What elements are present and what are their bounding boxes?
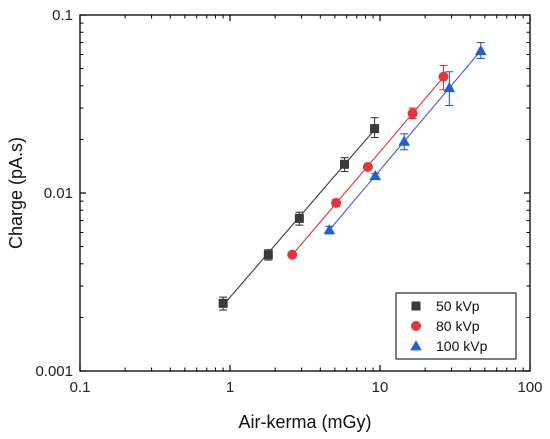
data-point-100-kvp — [323, 224, 336, 235]
data-point-100-kvp — [369, 169, 382, 181]
y-tick-label: 0.01 — [44, 185, 73, 202]
data-point-80-kvp — [438, 71, 449, 82]
legend-marker-100-kvp — [410, 340, 422, 351]
data-point-80-kvp — [362, 161, 373, 172]
data-point-50-kvp — [263, 250, 273, 260]
y-tick-label: 0.001 — [35, 363, 73, 380]
x-tick-label: 100 — [517, 379, 542, 396]
data-point-50-kvp — [218, 298, 228, 308]
x-tick-label: 0.1 — [70, 379, 91, 396]
data-point-100-kvp — [475, 44, 487, 56]
data-point-80-kvp — [287, 249, 298, 260]
x-axis-title: Air-kerma (mGy) — [239, 412, 372, 432]
data-point-100-kvp — [443, 81, 456, 93]
legend-marker-50-kvp — [411, 301, 421, 311]
legend-label: 80 kVp — [436, 318, 480, 334]
legend: 50 kVp 80 kVp 100 kVp — [395, 292, 517, 360]
data-point-80-kvp — [331, 197, 342, 208]
data-point-80-kvp — [407, 108, 418, 119]
markers-layer — [218, 44, 487, 308]
y-tick-label: 0.1 — [52, 7, 73, 24]
data-point-100-kvp — [398, 135, 411, 146]
legend-marker-80-kvp — [411, 321, 421, 331]
data-point-50-kvp — [370, 124, 380, 134]
legend-label: 50 kVp — [436, 298, 480, 314]
y-axis-title: Charge (pA.s) — [6, 137, 26, 249]
legend-label: 100 kVp — [436, 338, 488, 354]
data-point-50-kvp — [340, 159, 350, 169]
data-point-50-kvp — [294, 213, 304, 223]
ticks-layer: 0.1 1 10 100 0.001 0.01 0.1 — [35, 7, 542, 396]
error-bars-layer — [219, 42, 485, 311]
x-tick-label: 1 — [226, 379, 234, 396]
x-tick-label: 10 — [372, 379, 389, 396]
